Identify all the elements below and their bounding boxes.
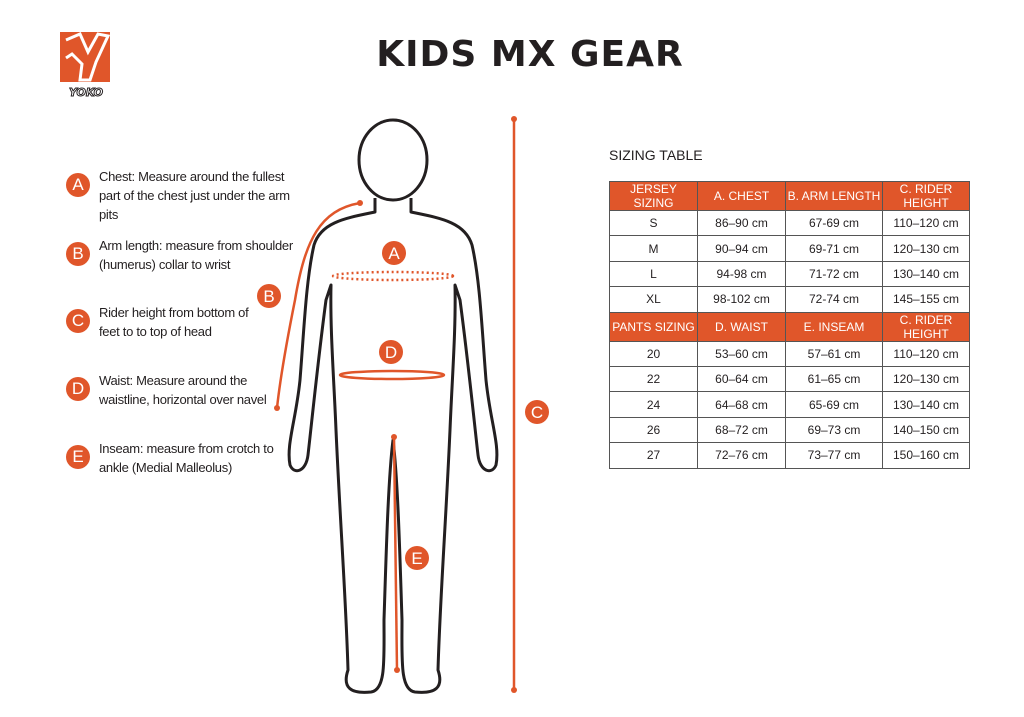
legend-text: Arm length: measure from shoulder (humer… (99, 238, 293, 272)
column-header: E. INSEAM (785, 311, 883, 342)
table-cell: S (609, 209, 698, 237)
jersey-row: M 90–94 cm 69-71 cm 120–130 cm (609, 235, 970, 262)
legend-item-arm: B Arm length: measure from shoulder (hume… (66, 238, 299, 274)
table-cell: 53–60 cm (697, 340, 786, 367)
table-cell: XL (609, 286, 698, 313)
table-cell: 98-102 cm (697, 286, 786, 313)
table-cell: 90–94 cm (697, 235, 786, 262)
legend-item-chest: A Chest: Measure around the fullest part … (66, 169, 299, 224)
jersey-row: XL 98-102 cm 72-74 cm 145–155 cm (609, 286, 970, 313)
pants-row: 22 60–64 cm 61–65 cm 120–130 cm (609, 365, 970, 393)
marker-a: A (66, 173, 90, 197)
table-cell: 145–155 cm (882, 286, 970, 313)
table-cell: 73–77 cm (785, 442, 883, 469)
table-cell: 110–120 cm (882, 340, 970, 367)
table-cell: 22 (609, 365, 698, 393)
marker-b: B (66, 242, 90, 266)
marker-c: C (66, 309, 90, 333)
column-header: B. ARM LENGTH (785, 181, 883, 211)
arm-measure-line (275, 201, 361, 409)
table-cell: 65-69 cm (785, 391, 883, 418)
table-cell: 68–72 cm (697, 416, 786, 444)
column-header: D. WAIST (697, 311, 786, 342)
table-cell: 69-71 cm (785, 235, 883, 262)
table-cell: 72–76 cm (697, 442, 786, 469)
pants-row: 24 64–68 cm 65-69 cm 130–140 cm (609, 391, 970, 418)
sizing-table-caption: SIZING TABLE (609, 147, 703, 163)
column-header: C. RIDER HEIGHT (882, 311, 970, 342)
table-cell: 71-72 cm (785, 260, 883, 288)
table-cell: 20 (609, 340, 698, 367)
legend-text: Rider height from bottom of feet to to t… (99, 305, 249, 339)
column-header: PANTS SIZING (609, 311, 698, 342)
figure-marker-c: C (531, 403, 543, 422)
legend-text: Inseam: measure from crotch to ankle (Me… (99, 441, 274, 475)
table-cell: 60–64 cm (697, 365, 786, 393)
pants-header-row: PANTS SIZING D. WAIST E. INSEAM C. RIDER HE… (609, 311, 970, 342)
sizing-table: JERSEY SIZING A. CHEST B. ARM LENGTH C. RID… (609, 181, 970, 469)
table-cell: 57–61 cm (785, 340, 883, 367)
column-header: C. RIDER HEIGHT (882, 181, 970, 211)
table-cell: 61–65 cm (785, 365, 883, 393)
legend-item-waist: D Waist: Measure around the waistline, ho… (66, 373, 269, 409)
table-cell: 27 (609, 442, 698, 469)
table-cell: 64–68 cm (697, 391, 786, 418)
pants-row: 27 72–76 cm 73–77 cm 150–160 cm (609, 442, 970, 469)
table-cell: 86–90 cm (697, 209, 786, 237)
table-cell: 120–130 cm (882, 365, 970, 393)
pants-row: 26 68–72 cm 69–73 cm 140–150 cm (609, 416, 970, 444)
legend-text: Waist: Measure around the waistline, hor… (99, 373, 267, 407)
figure-marker-a: A (388, 244, 400, 263)
table-cell: 150–160 cm (882, 442, 970, 469)
table-cell: 110–120 cm (882, 209, 970, 237)
legend-item-height: C Rider height from bottom of feet to to … (66, 305, 269, 341)
marker-d: D (66, 377, 90, 401)
table-cell: 26 (609, 416, 698, 444)
table-cell: 72-74 cm (785, 286, 883, 313)
head-outline (357, 118, 429, 202)
table-cell: L (609, 260, 698, 288)
table-cell: 130–140 cm (882, 391, 970, 418)
jersey-header-row: JERSEY SIZING A. CHEST B. ARM LENGTH C. RID… (609, 181, 970, 211)
marker-e: E (66, 445, 90, 469)
inseam-measure-line (392, 436, 399, 671)
figure-marker-e: E (411, 549, 422, 568)
chest-measure-line (331, 270, 455, 282)
table-cell: M (609, 235, 698, 262)
table-cell: 130–140 cm (882, 260, 970, 288)
column-header: A. CHEST (697, 181, 786, 211)
jersey-row: L 94-98 cm 71-72 cm 130–140 cm (609, 260, 970, 288)
pants-row: 20 53–60 cm 57–61 cm 110–120 cm (609, 340, 970, 367)
legend-item-inseam: E Inseam: measure from crotch to ankle (M… (66, 441, 274, 477)
table-cell: 69–73 cm (785, 416, 883, 444)
table-cell: 140–150 cm (882, 416, 970, 444)
table-cell: 24 (609, 391, 698, 418)
jersey-row: S 86–90 cm 67-69 cm 110–120 cm (609, 209, 970, 237)
column-header: JERSEY SIZING (609, 181, 698, 211)
svg-text:YOKO: YOKO (69, 86, 103, 99)
figure-marker-b: B (263, 287, 274, 306)
table-cell: 94-98 cm (697, 260, 786, 288)
table-cell: 120–130 cm (882, 235, 970, 262)
figure-marker-d: D (385, 343, 397, 362)
page-title: KIDS MX GEAR (376, 34, 684, 75)
waist-measure-line (338, 369, 446, 381)
legend-text: Chest: Measure around the fullest part o… (99, 169, 290, 222)
table-cell: 67-69 cm (785, 209, 883, 237)
yoko-logo: YOKO (60, 32, 111, 100)
